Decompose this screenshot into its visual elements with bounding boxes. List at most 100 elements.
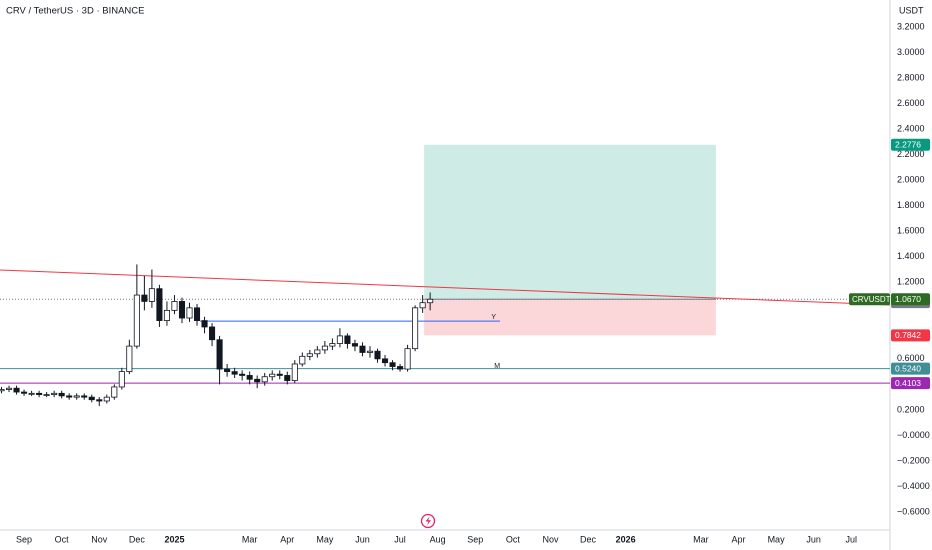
x-tick-label: Jun [806,534,821,544]
candle-body [201,320,208,328]
x-tick-label: Aug [430,534,446,544]
loss-zone [424,299,716,336]
candle-body [0,389,5,392]
candle-body [239,373,246,376]
last-price-label: 1.0670 [895,294,921,304]
y-tick-label: 2.8000 [897,72,925,82]
x-tick-label: May [768,534,786,544]
candle-body [21,391,28,394]
x-tick-label: Jul [846,534,858,544]
candle-body [216,339,223,370]
x-tick-label: Sep [16,534,32,544]
candle-body [36,392,43,395]
y-tick-label: 1.4000 [897,251,925,261]
candle-body [314,349,321,355]
candle-body [13,387,20,393]
candle-body [209,326,216,341]
candle-body [351,343,358,347]
candle-body [186,307,193,319]
candle-body [193,307,201,321]
y-axis-label: USDT [899,5,924,15]
chart-title: CRV / TetherUS · 3D · BINANCE [6,6,145,17]
logo-icon [420,513,436,529]
level-label: 0.5240 [895,363,921,373]
level-label: 0.4103 [895,378,921,388]
candle-body [329,343,336,347]
level-label-box [891,377,930,390]
x-tick-label: 2026 [616,534,636,544]
candle-body [178,301,186,319]
x-tick-label: Apr [280,534,294,544]
candle-body [156,288,163,321]
candle-body [261,376,268,383]
symbol-box [849,293,890,306]
candle-body [141,294,148,302]
candle-body [58,392,65,397]
stop-label-box [891,329,930,342]
y-tick-label: 2.4000 [897,124,925,134]
candle-body [381,358,389,364]
y-tick-label: −0.2000 [897,455,930,465]
candle-body [284,375,291,381]
candle-body [133,294,140,347]
x-tick-label: Mar [242,534,258,544]
candle-body [359,345,366,353]
y-tick-label: −0.6000 [897,506,930,516]
candle-body [404,348,411,370]
symbol-label: CRVUSDT [852,295,891,304]
candle-body [374,350,381,360]
candle-body [148,288,155,302]
trend-line [0,269,891,306]
candle-body [43,394,50,396]
candle-body [118,371,125,388]
candle-body [66,395,73,398]
candle-body [126,345,133,373]
candle-body [389,362,396,367]
y-tick-label: −0.4000 [897,481,930,491]
y-line-label: Y [491,314,496,321]
y-tick-label: 1.2000 [897,277,925,287]
y-tick-label: 1.6000 [897,226,925,236]
candle-body [344,335,351,344]
y-tick-label: 0.6000 [897,353,925,363]
x-tick-label: Nov [542,534,559,544]
y-tick-label: −0.0000 [897,430,930,440]
x-tick-label: Sep [467,534,483,544]
candle-body [419,302,426,309]
level-label-box [891,362,930,375]
y-tick-label: 2.6000 [897,98,925,108]
y-tick-label: 3.2000 [897,21,925,31]
x-tick-label: Nov [91,534,108,544]
y-tick-label: 1.8000 [897,200,925,210]
x-tick-label: Oct [55,534,70,544]
y-tick-label: 2.2000 [897,149,925,159]
stop-label: 0.7842 [895,330,921,340]
candle-body [306,353,313,357]
x-tick-label: Jul [394,534,406,544]
y-tick-label: 3.0000 [897,47,925,57]
x-tick-label: May [316,534,334,544]
candle-body [96,399,103,402]
candle-body [276,373,283,376]
candle-body [224,368,231,373]
candle-body [103,396,110,402]
x-tick-label: 2025 [164,534,184,544]
candle-body [366,350,374,353]
candle-body [171,301,178,311]
candle-body [73,395,80,398]
y-tick-label: 0.2000 [897,404,925,414]
last-price-label-box [891,293,930,306]
y-tick-label: 2.0000 [897,175,925,185]
candle-body [412,307,419,350]
candle-body [269,373,276,378]
candle-body [291,363,298,381]
target-label-box [891,138,930,151]
candle-body [111,386,118,398]
x-tick-label: Jun [355,534,370,544]
candle-body [231,371,238,375]
x-tick-label: Oct [506,534,521,544]
candle-body [336,335,343,344]
candle-body [51,392,58,395]
x-tick-label: Mar [693,534,709,544]
